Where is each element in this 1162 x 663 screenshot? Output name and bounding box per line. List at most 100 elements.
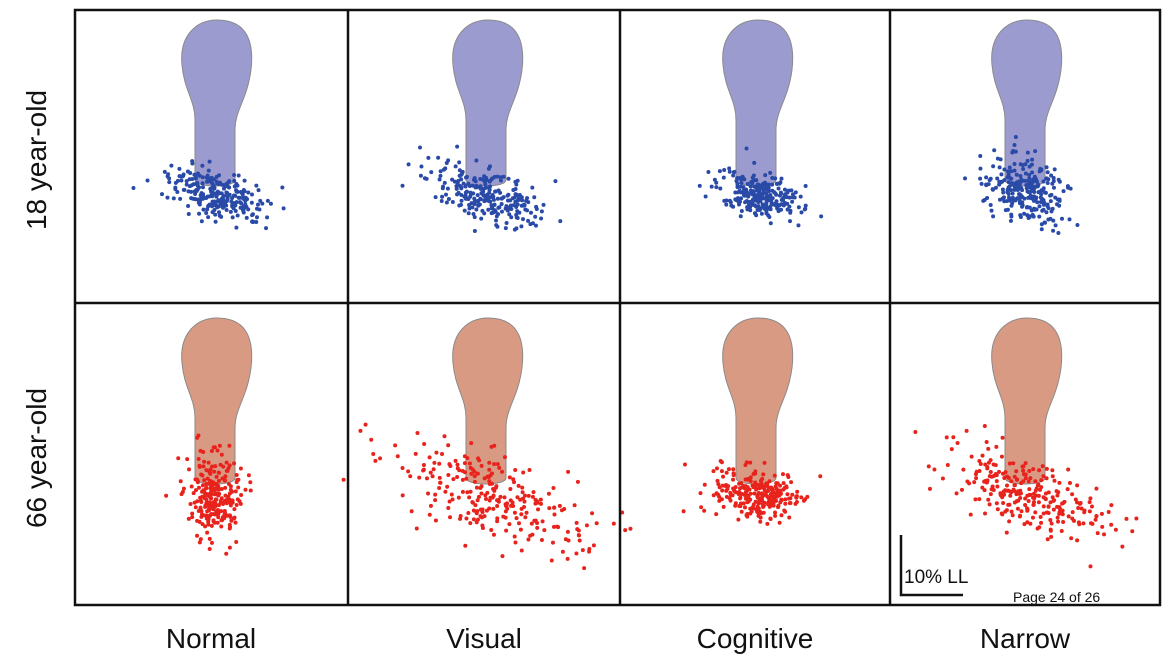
dot [415,527,419,531]
dot [206,180,210,184]
dot [194,488,198,492]
dot [443,490,447,494]
dot [1011,461,1015,465]
dot [786,475,790,479]
dot [217,173,221,177]
dot [225,208,229,212]
dot [222,187,226,191]
dot [1037,500,1041,504]
dot [234,489,238,493]
dot [1019,162,1023,166]
dot [438,178,442,182]
dot [795,494,799,498]
dot [190,484,194,488]
dot [463,454,467,458]
dot [239,493,243,497]
dot [480,192,484,196]
dot [531,490,535,494]
dot [216,449,220,453]
dot [1011,192,1015,196]
dot [731,478,735,482]
dot [202,478,206,482]
dot [445,485,449,489]
dot [1036,483,1040,487]
dot [456,179,460,183]
foot-outline [992,318,1062,484]
dot [492,462,496,466]
dot [1027,499,1031,503]
dot [458,184,462,188]
dot [425,476,429,480]
dot [244,205,248,209]
dot [541,519,545,523]
dot [473,474,477,478]
dot [1032,492,1036,496]
dot [437,486,441,490]
dot [752,161,756,165]
dot [720,460,724,464]
dot [200,191,204,195]
dot [1050,521,1054,525]
dot [488,164,492,168]
dot [521,490,525,494]
dot [722,168,726,172]
dot [443,181,447,185]
dot [779,513,783,517]
dot [393,443,397,447]
dot [227,185,231,189]
dot [1042,208,1046,212]
dot [210,202,214,206]
row-label: 66 year-old [21,388,52,528]
dot [455,475,459,479]
dot [235,480,239,484]
dot [197,212,201,216]
dot [192,182,196,186]
dot [1040,227,1044,231]
dot [995,479,999,483]
dot [230,203,234,207]
dot [479,514,483,518]
dot [1102,532,1106,536]
dot [1023,162,1027,166]
dot [227,482,231,486]
dot [760,212,764,216]
dot [440,195,444,199]
dot [465,175,469,179]
dot [250,220,254,224]
panels [131,20,1138,570]
dot [988,502,992,506]
dot [1013,501,1017,505]
dot [998,198,1002,202]
dot [479,217,483,221]
dot [454,459,458,463]
dot [1042,504,1046,508]
dot [229,210,233,214]
dot [1007,476,1011,480]
dot [1031,180,1035,184]
dot [729,493,733,497]
dot [561,550,565,554]
dot [250,201,254,205]
dot [493,203,497,207]
dot [703,483,707,487]
dot [527,494,531,498]
dot [422,463,426,467]
dot [243,189,247,193]
dot [200,164,204,168]
dot [768,171,772,175]
dot [439,169,443,173]
dot [500,210,504,214]
dot [467,203,471,207]
dot [547,506,551,510]
dot [445,200,449,204]
dot [1039,478,1043,482]
dot [760,491,764,495]
dot [269,202,273,206]
dot [727,467,731,471]
dot [720,489,724,493]
dot [999,493,1003,497]
dot [464,517,468,521]
dot [1007,196,1011,200]
dot [464,195,468,199]
dot [1077,520,1081,524]
